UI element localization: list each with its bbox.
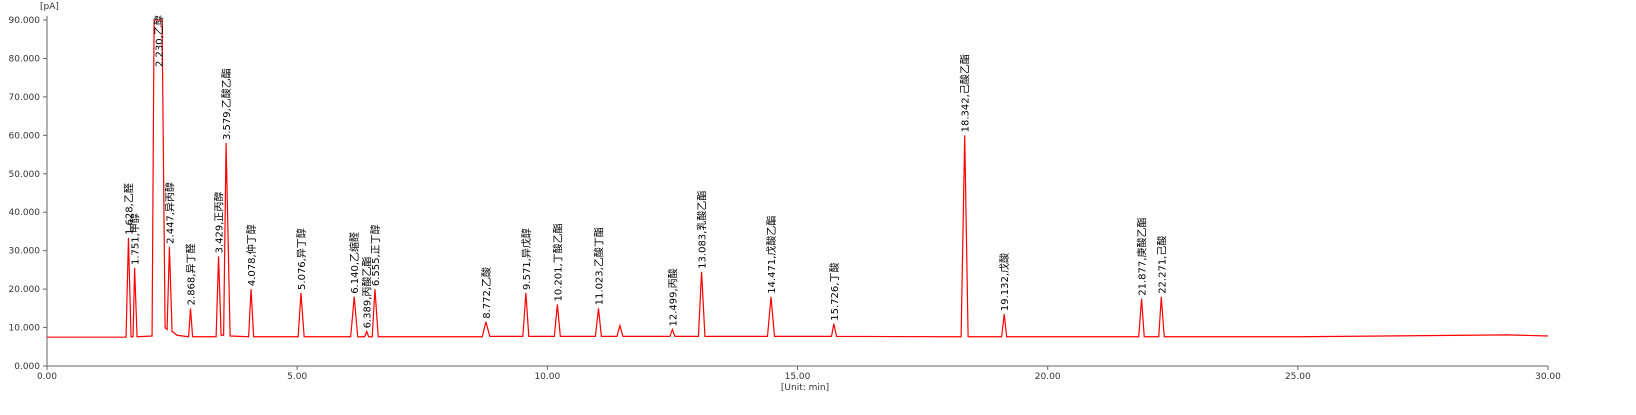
y-tick-label: 90.000 bbox=[9, 16, 41, 26]
peak-label: 4.078,仲丁醇 bbox=[245, 224, 258, 286]
peak-label: 3.579,乙酸乙酯 bbox=[220, 68, 233, 140]
peak-label: 15.726,丁酸 bbox=[828, 263, 841, 321]
x-tick-label: 25.00 bbox=[1285, 372, 1311, 382]
peak-label: 2.230,乙醇 bbox=[153, 15, 166, 67]
peak-label: 2.447,异丙醇 bbox=[163, 182, 176, 244]
trace-line bbox=[47, 19, 1549, 338]
y-tick-label: 0.000 bbox=[14, 362, 40, 372]
x-tick-label: 10.00 bbox=[534, 372, 560, 382]
x-axis-label: [Unit: min] bbox=[781, 383, 829, 393]
y-tick-label: 20.000 bbox=[9, 285, 41, 295]
y-tick-label: 10.000 bbox=[9, 324, 41, 334]
x-tick-label: 0.00 bbox=[37, 372, 57, 382]
peak-label: 13.083,乳酸乙酯 bbox=[696, 191, 709, 269]
y-unit-label: [pA] bbox=[40, 2, 59, 12]
peak-label: 1.751,甲醇 bbox=[129, 213, 142, 265]
y-tick-label: 30.000 bbox=[9, 247, 41, 257]
y-tick-label: 50.000 bbox=[9, 170, 41, 180]
peak-label: 3.429,正丙醇 bbox=[213, 192, 226, 254]
peak-label: 12.499,丙酸 bbox=[666, 268, 679, 326]
peak-label: 10.201,丁酸乙酯 bbox=[551, 223, 564, 301]
peak-label: 8.772,乙酸 bbox=[480, 267, 493, 319]
x-tick-label: 20.00 bbox=[1035, 372, 1061, 382]
peak-label: 11.023,乙酸丁酯 bbox=[593, 227, 606, 305]
peak-label: 6.555,正丁醇 bbox=[369, 224, 382, 286]
peak-label: 2.868,异丁醛 bbox=[184, 244, 197, 306]
y-tick-label: 60.000 bbox=[9, 131, 41, 141]
x-tick-label: 15.00 bbox=[785, 372, 811, 382]
peak-label: 6.140,乙缩醛 bbox=[348, 232, 361, 294]
peak-label: 5.076,异丁醇 bbox=[295, 228, 308, 290]
peak-label: 21.877,庚酸乙酯 bbox=[1136, 218, 1149, 296]
x-tick-label: 5.00 bbox=[287, 372, 307, 382]
y-tick-label: 80.000 bbox=[9, 54, 41, 64]
peak-label: 14.471,戊酸乙酯 bbox=[765, 216, 778, 294]
peak-label: 9.571,异戊醇 bbox=[520, 228, 533, 290]
peak-label: 19.132,戊酸 bbox=[998, 253, 1011, 311]
y-tick-label: 40.000 bbox=[9, 208, 41, 218]
peak-label: 1.628,乙醛 bbox=[122, 183, 135, 235]
y-tick-label: 70.000 bbox=[9, 93, 41, 103]
peak-label: 18.342,己酸乙酯 bbox=[959, 54, 972, 132]
peak-label: 22.271,己酸 bbox=[1155, 236, 1168, 294]
x-tick-label: 30.00 bbox=[1535, 372, 1561, 382]
peak-label: 6.389,丙酸乙酯 bbox=[361, 257, 374, 329]
